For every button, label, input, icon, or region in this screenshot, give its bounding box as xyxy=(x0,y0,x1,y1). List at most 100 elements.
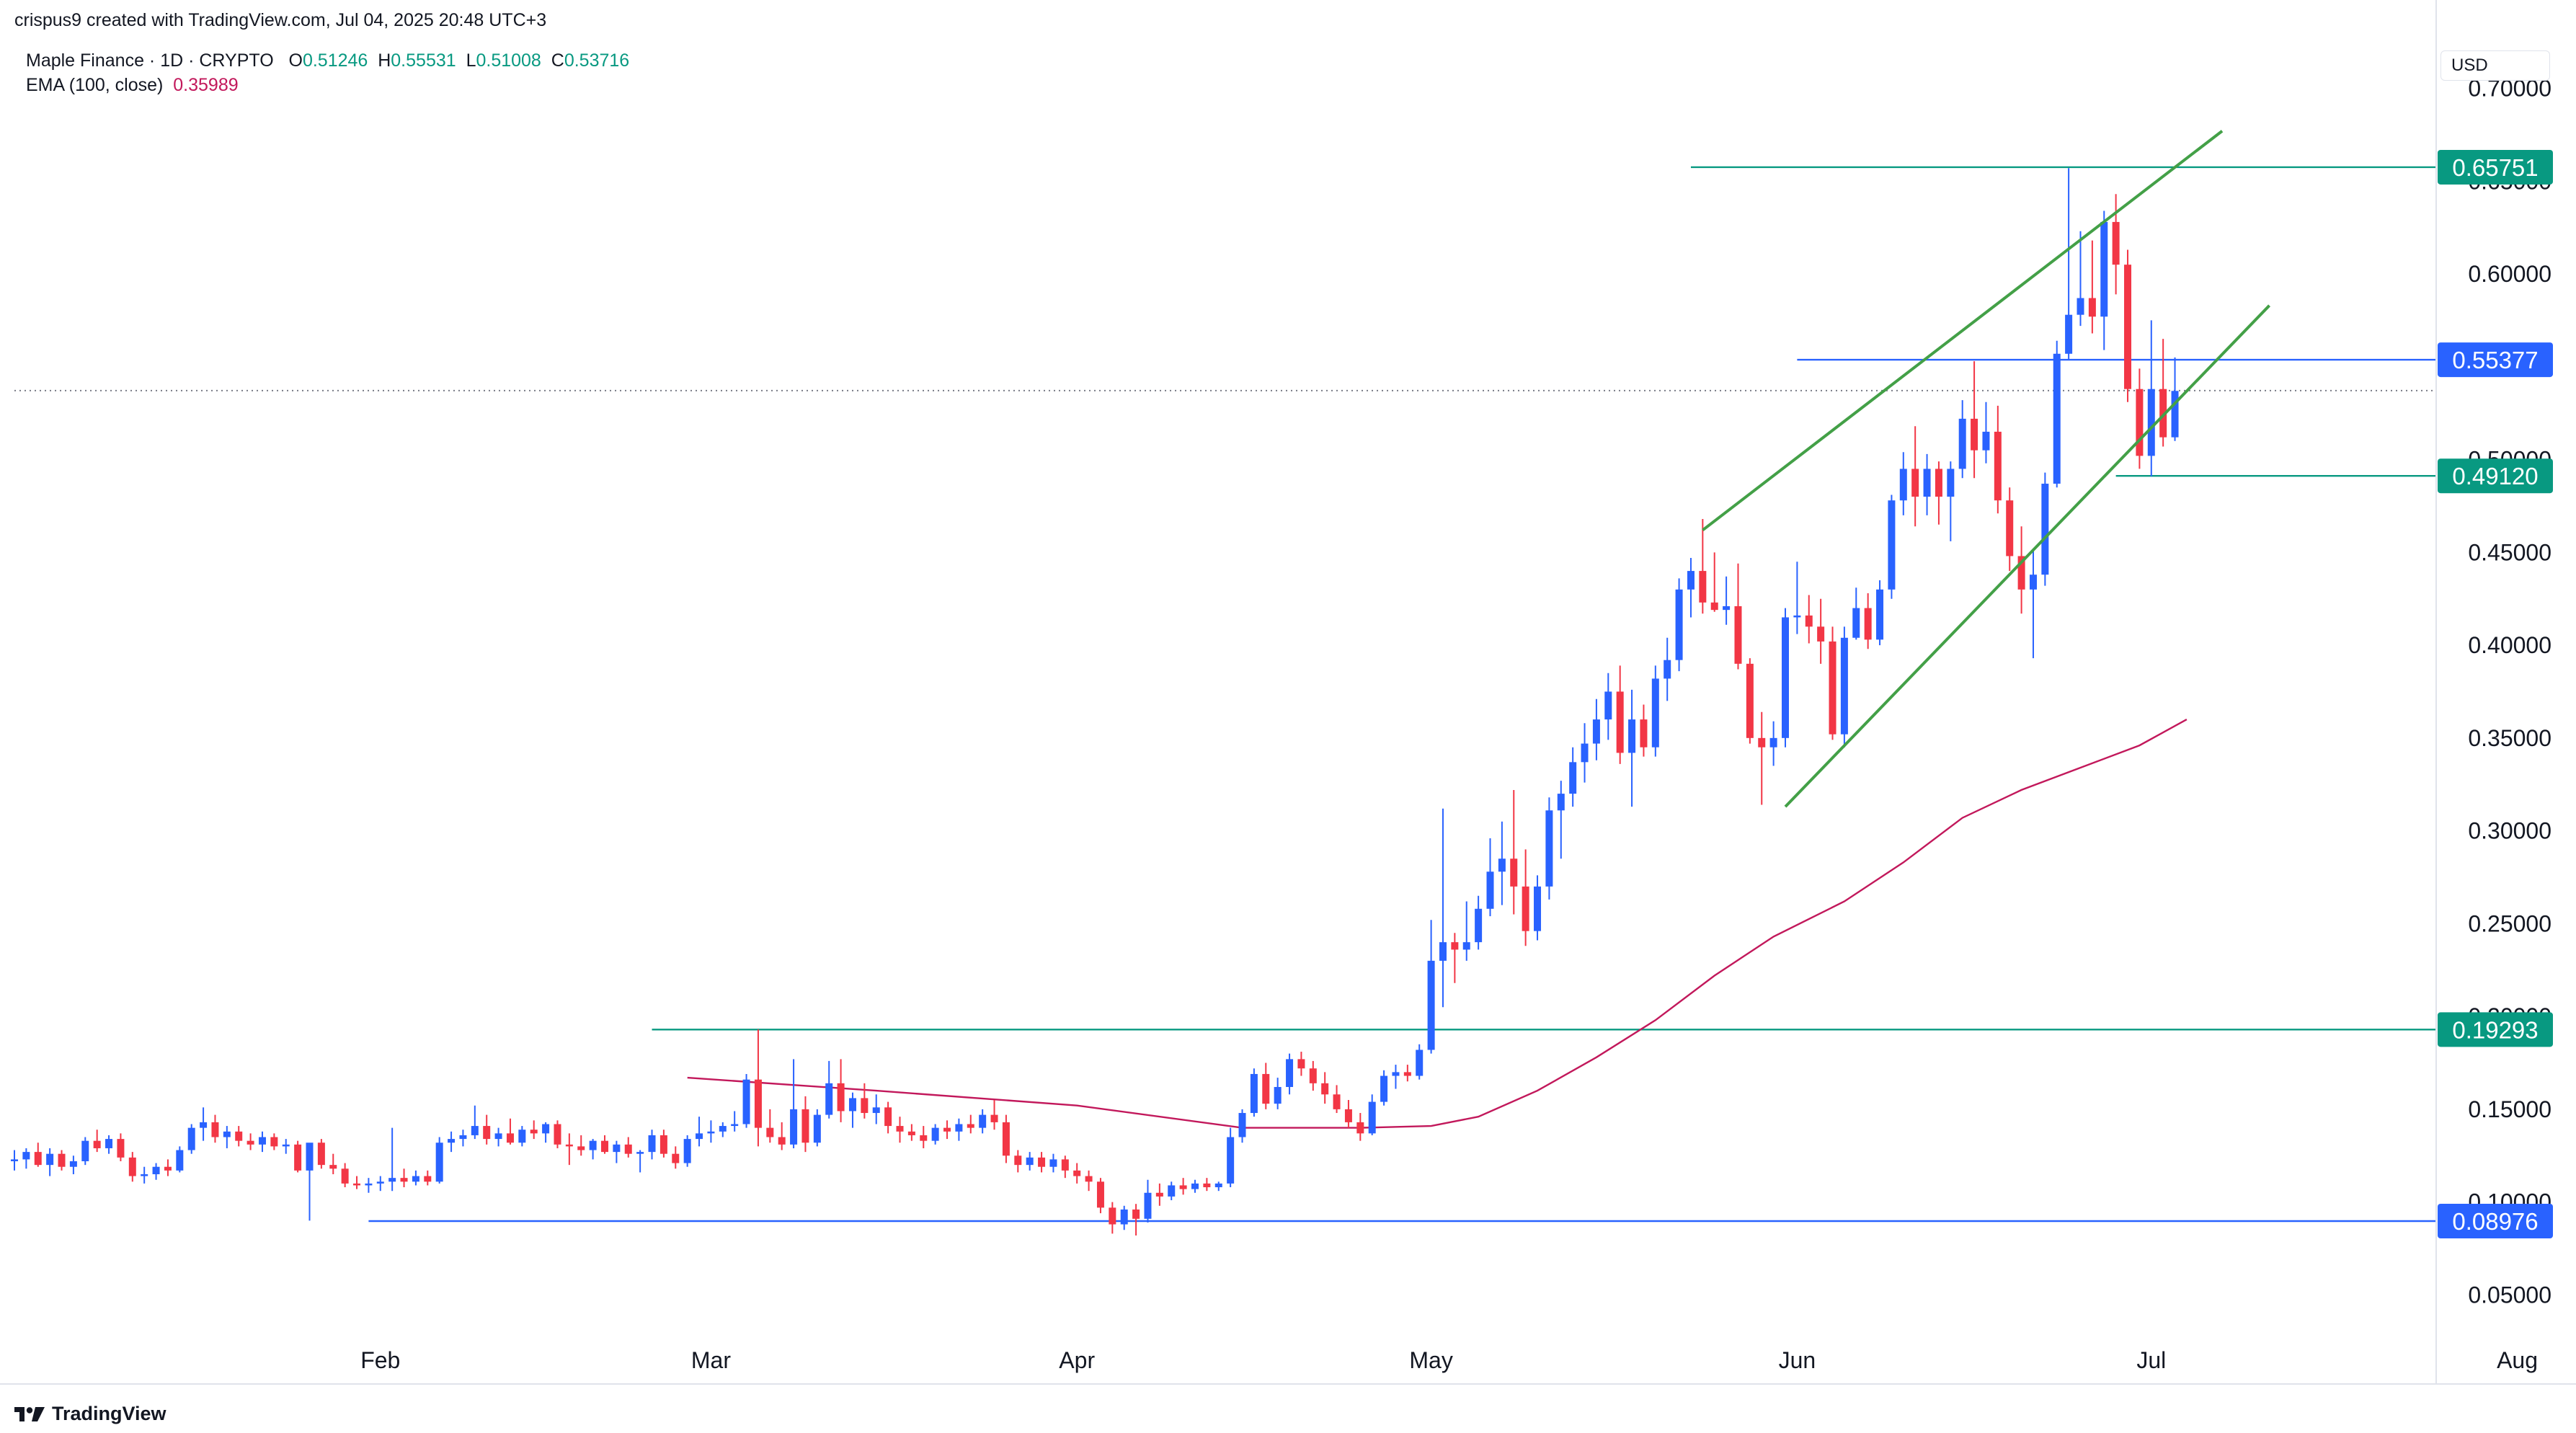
candle[interactable] xyxy=(967,1114,974,1134)
candle[interactable] xyxy=(1002,1114,1010,1163)
candle[interactable] xyxy=(1014,1150,1022,1173)
candle[interactable] xyxy=(2065,168,2073,360)
candle[interactable] xyxy=(1640,704,1648,757)
candle[interactable] xyxy=(1592,698,1600,760)
candle[interactable] xyxy=(979,1109,987,1134)
candle[interactable] xyxy=(1699,518,1707,614)
candle[interactable] xyxy=(317,1139,325,1169)
candle[interactable] xyxy=(1545,797,1553,900)
price-tag[interactable]: 0.08976 xyxy=(2438,1204,2553,1239)
price-tag[interactable]: 0.65751 xyxy=(2438,149,2553,185)
candle[interactable] xyxy=(1309,1060,1317,1091)
candle[interactable] xyxy=(459,1130,467,1147)
candle[interactable] xyxy=(542,1122,550,1143)
candle[interactable] xyxy=(1581,723,1589,783)
candle[interactable] xyxy=(943,1120,951,1140)
candle[interactable] xyxy=(1344,1100,1352,1128)
candle[interactable] xyxy=(990,1100,998,1130)
candle[interactable] xyxy=(1522,849,1529,946)
price-tag[interactable]: 0.49120 xyxy=(2438,458,2553,494)
candle[interactable] xyxy=(353,1176,361,1189)
currency-selector[interactable]: USD xyxy=(2440,50,2550,81)
candle[interactable] xyxy=(1852,587,1860,640)
candle[interactable] xyxy=(1994,405,2002,514)
candle[interactable] xyxy=(955,1118,963,1141)
candle[interactable] xyxy=(329,1153,337,1175)
candle[interactable] xyxy=(1144,1179,1152,1223)
candle[interactable] xyxy=(1734,563,1742,670)
candle[interactable] xyxy=(1840,626,1848,747)
candle[interactable] xyxy=(400,1168,408,1188)
candle[interactable] xyxy=(1392,1065,1400,1089)
candle[interactable] xyxy=(1723,576,1731,625)
candle[interactable] xyxy=(1191,1179,1199,1193)
candle[interactable] xyxy=(1746,658,1754,744)
candle[interactable] xyxy=(176,1146,184,1173)
candle[interactable] xyxy=(1805,595,1813,644)
ema-legend[interactable]: EMA (100, close) 0.35989 xyxy=(26,75,239,96)
candle[interactable] xyxy=(141,1166,148,1184)
candle[interactable] xyxy=(412,1170,419,1186)
candle[interactable] xyxy=(1274,1078,1282,1109)
candle[interactable] xyxy=(624,1137,632,1158)
candle[interactable] xyxy=(731,1111,739,1132)
candle[interactable] xyxy=(211,1114,219,1143)
candle[interactable] xyxy=(294,1140,302,1173)
candle[interactable] xyxy=(778,1122,786,1150)
candle[interactable] xyxy=(707,1120,715,1143)
candle[interactable] xyxy=(601,1135,608,1154)
candle[interactable] xyxy=(1427,920,1435,1054)
candle[interactable] xyxy=(848,1092,856,1128)
candle[interactable] xyxy=(11,1150,18,1171)
candle[interactable] xyxy=(931,1124,939,1145)
candle[interactable] xyxy=(1250,1068,1258,1117)
candle[interactable] xyxy=(696,1117,703,1147)
candle[interactable] xyxy=(388,1127,396,1192)
candle[interactable] xyxy=(58,1150,66,1171)
candle[interactable] xyxy=(1876,580,1884,646)
candle[interactable] xyxy=(1049,1153,1057,1173)
candle[interactable] xyxy=(1534,875,1542,941)
candle[interactable] xyxy=(494,1127,502,1147)
candle[interactable] xyxy=(719,1122,727,1137)
candle[interactable] xyxy=(861,1083,869,1119)
candle[interactable] xyxy=(613,1140,621,1163)
candle[interactable] xyxy=(790,1059,798,1148)
candle[interactable] xyxy=(1120,1205,1128,1230)
candle[interactable] xyxy=(247,1133,254,1150)
price-tag[interactable]: 0.55377 xyxy=(2438,342,2553,378)
candle[interactable] xyxy=(1923,453,1931,515)
candle[interactable] xyxy=(1947,461,1955,541)
candle[interactable] xyxy=(164,1159,172,1176)
candle[interactable] xyxy=(801,1096,809,1153)
candle[interactable] xyxy=(341,1163,349,1188)
candle[interactable] xyxy=(483,1114,491,1145)
candle[interactable] xyxy=(2041,472,2049,586)
candle[interactable] xyxy=(93,1130,101,1153)
candle[interactable] xyxy=(1899,452,1907,515)
candle[interactable] xyxy=(1687,558,1695,618)
candle[interactable] xyxy=(1958,400,1966,479)
candle[interactable] xyxy=(187,1124,195,1154)
candle[interactable] xyxy=(1026,1152,1034,1171)
candle[interactable] xyxy=(200,1107,208,1141)
candle[interactable] xyxy=(1168,1181,1176,1201)
candle[interactable] xyxy=(648,1130,656,1160)
tradingview-logo[interactable]: TradingView xyxy=(13,1403,166,1425)
candle[interactable] xyxy=(1569,747,1577,807)
price-tag[interactable]: 0.19293 xyxy=(2438,1012,2553,1047)
candle[interactable] xyxy=(1557,781,1565,859)
candle[interactable] xyxy=(2077,231,2084,327)
candle[interactable] xyxy=(1380,1070,1388,1106)
candle[interactable] xyxy=(1203,1178,1211,1192)
candle[interactable] xyxy=(270,1133,278,1150)
candle[interactable] xyxy=(1616,665,1624,764)
candle[interactable] xyxy=(1132,1204,1140,1235)
symbol-name[interactable]: Maple Finance · 1D · CRYPTO xyxy=(26,50,274,71)
candle[interactable] xyxy=(636,1150,644,1173)
candle[interactable] xyxy=(884,1101,892,1134)
candle[interactable] xyxy=(1793,562,1801,634)
candle[interactable] xyxy=(813,1109,821,1147)
candle[interactable] xyxy=(2029,549,2037,659)
candle[interactable] xyxy=(1403,1065,1411,1082)
